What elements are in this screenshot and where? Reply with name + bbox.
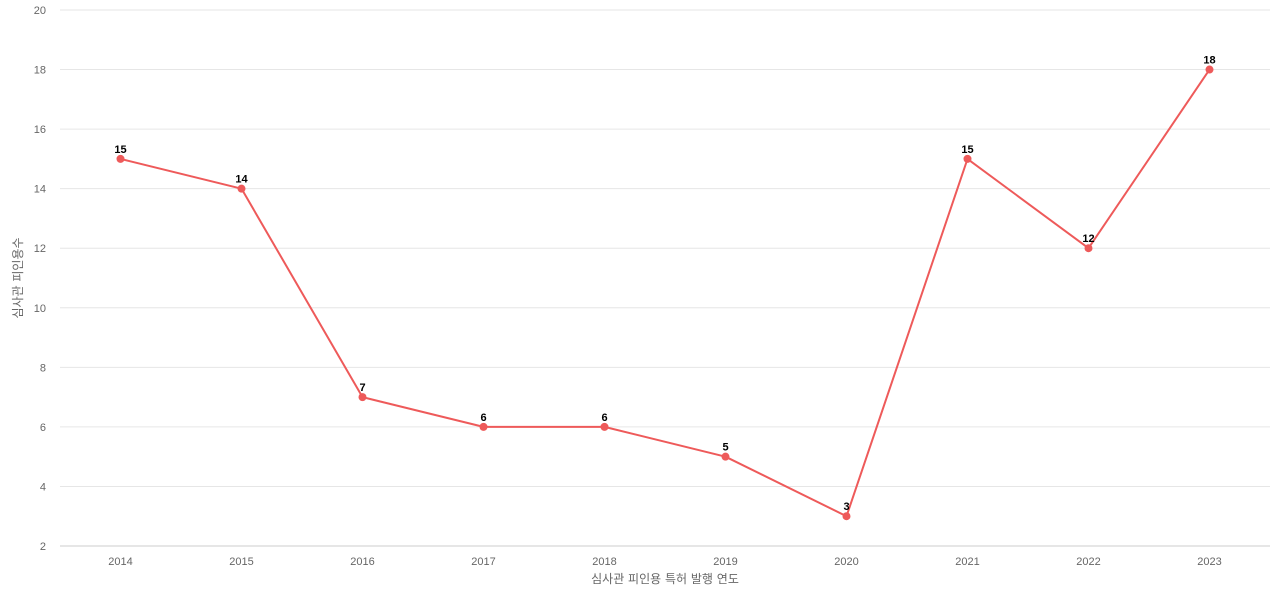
y-tick-label: 6 <box>40 422 46 434</box>
y-axis-title: 심사관 피인용수 <box>11 237 25 318</box>
data-label: 3 <box>843 501 849 513</box>
x-tick-label: 2019 <box>713 556 737 568</box>
data-labels: 15 14 7 6 6 5 3 15 12 18 <box>114 55 1215 514</box>
x-tick-label: 2022 <box>1076 556 1100 568</box>
data-label: 15 <box>114 144 126 156</box>
x-axis-title: 심사관 피인용 특허 발행 연도 <box>591 571 739 586</box>
series-line <box>119 68 1211 518</box>
x-axis-ticks: 2014 2015 2016 2017 2018 2019 2020 2021 2022 2023 <box>108 556 1221 568</box>
data-point[interactable] <box>721 452 730 461</box>
y-axis-ticks: 2 4 6 8 10 12 14 16 18 20 <box>34 5 46 553</box>
gridlines <box>60 9 1270 487</box>
data-point[interactable] <box>1205 65 1214 74</box>
y-tick-label: 8 <box>40 362 46 374</box>
data-point[interactable] <box>842 512 851 521</box>
y-tick-label: 2 <box>40 541 46 553</box>
data-point[interactable] <box>358 393 367 402</box>
data-point[interactable] <box>1084 244 1093 253</box>
data-point[interactable] <box>237 184 246 193</box>
y-tick-label: 20 <box>34 5 46 17</box>
data-point[interactable] <box>479 422 488 431</box>
x-tick-label: 2023 <box>1197 556 1221 568</box>
y-tick-label: 16 <box>34 124 46 136</box>
x-tick-label: 2018 <box>592 556 616 568</box>
y-tick-label: 12 <box>34 243 46 255</box>
x-tick-label: 2015 <box>229 556 253 568</box>
x-tick-label: 2017 <box>471 556 495 568</box>
data-label: 18 <box>1203 55 1215 67</box>
data-label: 5 <box>722 442 728 454</box>
series-layer <box>116 65 1214 521</box>
data-label: 6 <box>480 412 486 424</box>
x-tick-label: 2020 <box>834 556 858 568</box>
data-label: 7 <box>359 382 365 394</box>
x-tick-label: 2016 <box>350 556 374 568</box>
y-tick-label: 10 <box>34 303 46 315</box>
data-point[interactable] <box>116 154 125 163</box>
x-tick-label: 2014 <box>108 556 132 568</box>
data-point[interactable] <box>600 422 609 431</box>
y-tick-label: 14 <box>34 184 46 196</box>
y-tick-label: 18 <box>34 65 46 77</box>
data-label: 12 <box>1082 233 1094 245</box>
data-point[interactable] <box>963 154 972 163</box>
x-tick-label: 2021 <box>955 556 979 568</box>
y-tick-label: 4 <box>40 481 46 493</box>
data-label: 6 <box>601 412 607 424</box>
data-label: 15 <box>961 144 973 156</box>
data-label: 14 <box>235 174 248 186</box>
